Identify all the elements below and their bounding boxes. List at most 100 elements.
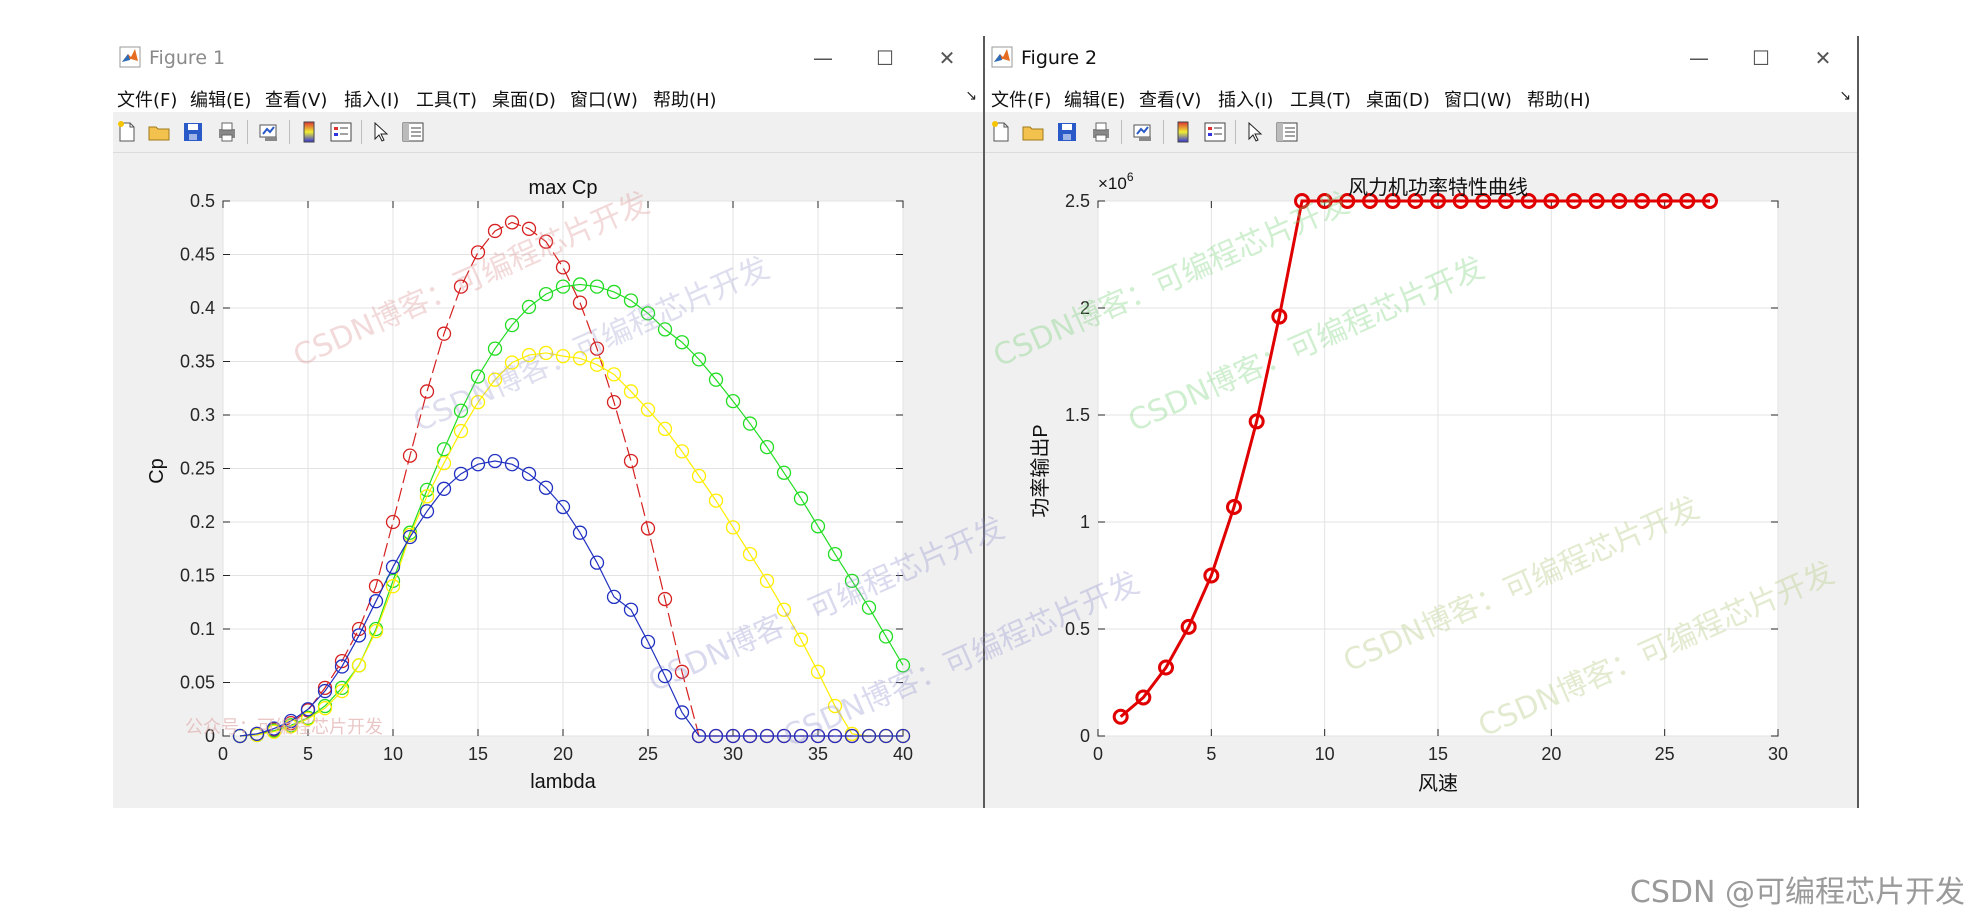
data-point	[793, 728, 809, 744]
save-icon[interactable]	[181, 120, 205, 144]
menu-window[interactable]: 窗口(W)	[570, 90, 638, 111]
maximize-button[interactable]: ☐	[876, 46, 894, 70]
menu-bar: 文件(F) 编辑(E) 查看(V) 插入(I) 工具(T) 桌面(D) 窗口(W…	[113, 80, 983, 112]
data-point	[504, 317, 520, 333]
data-point	[674, 705, 690, 720]
data-point	[776, 728, 792, 744]
data-point	[453, 403, 469, 418]
x-axis-label: 风速	[1418, 772, 1458, 795]
data-point	[436, 442, 452, 457]
data-point	[827, 728, 843, 744]
close-button[interactable]: ✕	[1814, 46, 1832, 70]
data-point	[249, 726, 265, 742]
legend-icon[interactable]	[1203, 120, 1227, 144]
data-point	[725, 728, 741, 744]
data-point	[232, 728, 248, 744]
data-point	[623, 384, 639, 399]
data-point	[470, 395, 486, 410]
title-bar: Figure 2 — ☐ ✕	[985, 36, 1857, 80]
data-point	[1679, 193, 1696, 209]
data-point	[708, 728, 724, 744]
link-plot-icon[interactable]	[257, 120, 281, 144]
y-exponent-label: ×106	[1098, 170, 1134, 193]
menu-insert[interactable]: 插入(I)	[1218, 90, 1274, 111]
data-point	[793, 632, 809, 647]
menu-file[interactable]: 文件(F)	[991, 90, 1052, 111]
minimize-button[interactable]: —	[813, 46, 833, 70]
print-icon[interactable]	[1089, 120, 1113, 144]
data-point	[895, 728, 911, 744]
menu-edit[interactable]: 编辑(E)	[1064, 90, 1126, 111]
data-point	[589, 341, 605, 356]
data-point	[691, 728, 707, 744]
data-point	[1520, 193, 1537, 209]
data-point	[623, 453, 639, 469]
new-file-icon[interactable]	[989, 120, 1013, 144]
menu-tools[interactable]: 工具(T)	[1290, 90, 1352, 111]
colorbar-icon[interactable]	[1171, 120, 1195, 144]
data-point	[1316, 193, 1333, 209]
data-point	[402, 529, 418, 545]
data-point	[1384, 193, 1401, 209]
data-point	[759, 573, 775, 589]
data-point	[572, 351, 588, 366]
data-point	[844, 728, 860, 744]
property-editor-icon[interactable]	[1275, 120, 1299, 144]
save-icon[interactable]	[1055, 120, 1079, 144]
menu-bar: 文件(F) 编辑(E) 查看(V) 插入(I) 工具(T) 桌面(D) 窗口(W…	[985, 80, 1857, 112]
dock-arrow-icon[interactable]: ↘	[965, 88, 977, 104]
data-point	[504, 355, 520, 370]
menu-insert[interactable]: 插入(I)	[344, 90, 400, 111]
data-point	[521, 466, 537, 482]
menu-file[interactable]: 文件(F)	[117, 90, 178, 111]
menu-desktop[interactable]: 桌面(D)	[1366, 90, 1430, 111]
y-tick-label: 0.5	[190, 191, 215, 211]
data-point	[742, 416, 758, 431]
title-bar: Figure 1 — ☐ ✕	[113, 36, 983, 80]
data-point	[334, 683, 350, 699]
minimize-button[interactable]: —	[1689, 46, 1709, 70]
menu-edit[interactable]: 编辑(E)	[190, 90, 252, 111]
y-tick-label: 1	[1080, 512, 1090, 532]
data-point	[827, 698, 843, 714]
data-point	[895, 658, 911, 673]
toolbar-separator	[1163, 120, 1164, 144]
data-point	[555, 348, 571, 364]
y-tick-label: 0.05	[180, 673, 215, 693]
pointer-icon[interactable]	[369, 120, 393, 144]
menu-tools[interactable]: 工具(T)	[416, 90, 478, 111]
print-icon[interactable]	[215, 120, 239, 144]
data-point	[266, 721, 282, 736]
data-point	[1407, 193, 1424, 209]
data-point	[453, 466, 469, 482]
property-editor-icon[interactable]	[401, 120, 425, 144]
data-point	[572, 525, 588, 540]
y-tick-label: 0.45	[180, 245, 215, 265]
x-tick-label: 0	[218, 744, 228, 764]
data-point	[317, 701, 333, 716]
colorbar-icon[interactable]	[297, 120, 321, 144]
toolbar-separator	[1235, 120, 1236, 144]
open-folder-icon[interactable]	[147, 120, 171, 144]
dock-arrow-icon[interactable]: ↘	[1839, 88, 1851, 104]
data-point	[810, 519, 826, 534]
link-plot-icon[interactable]	[1131, 120, 1155, 144]
menu-window[interactable]: 窗口(W)	[1444, 90, 1512, 111]
chart-title: 风力机功率特性曲线	[1348, 176, 1528, 199]
legend-icon[interactable]	[329, 120, 353, 144]
data-point	[742, 546, 758, 562]
menu-view[interactable]: 查看(V)	[1139, 90, 1202, 111]
menu-help[interactable]: 帮助(H)	[653, 90, 717, 111]
close-button[interactable]: ✕	[938, 46, 956, 70]
menu-desktop[interactable]: 桌面(D)	[492, 90, 556, 111]
x-tick-label: 30	[1768, 744, 1788, 764]
data-point	[827, 546, 843, 562]
data-point	[487, 453, 503, 469]
menu-help[interactable]: 帮助(H)	[1527, 90, 1591, 111]
open-folder-icon[interactable]	[1021, 120, 1045, 144]
pointer-icon[interactable]	[1243, 120, 1267, 144]
data-point	[419, 384, 435, 399]
new-file-icon[interactable]	[115, 120, 139, 144]
menu-view[interactable]: 查看(V)	[265, 90, 328, 111]
maximize-button[interactable]: ☐	[1752, 46, 1770, 70]
